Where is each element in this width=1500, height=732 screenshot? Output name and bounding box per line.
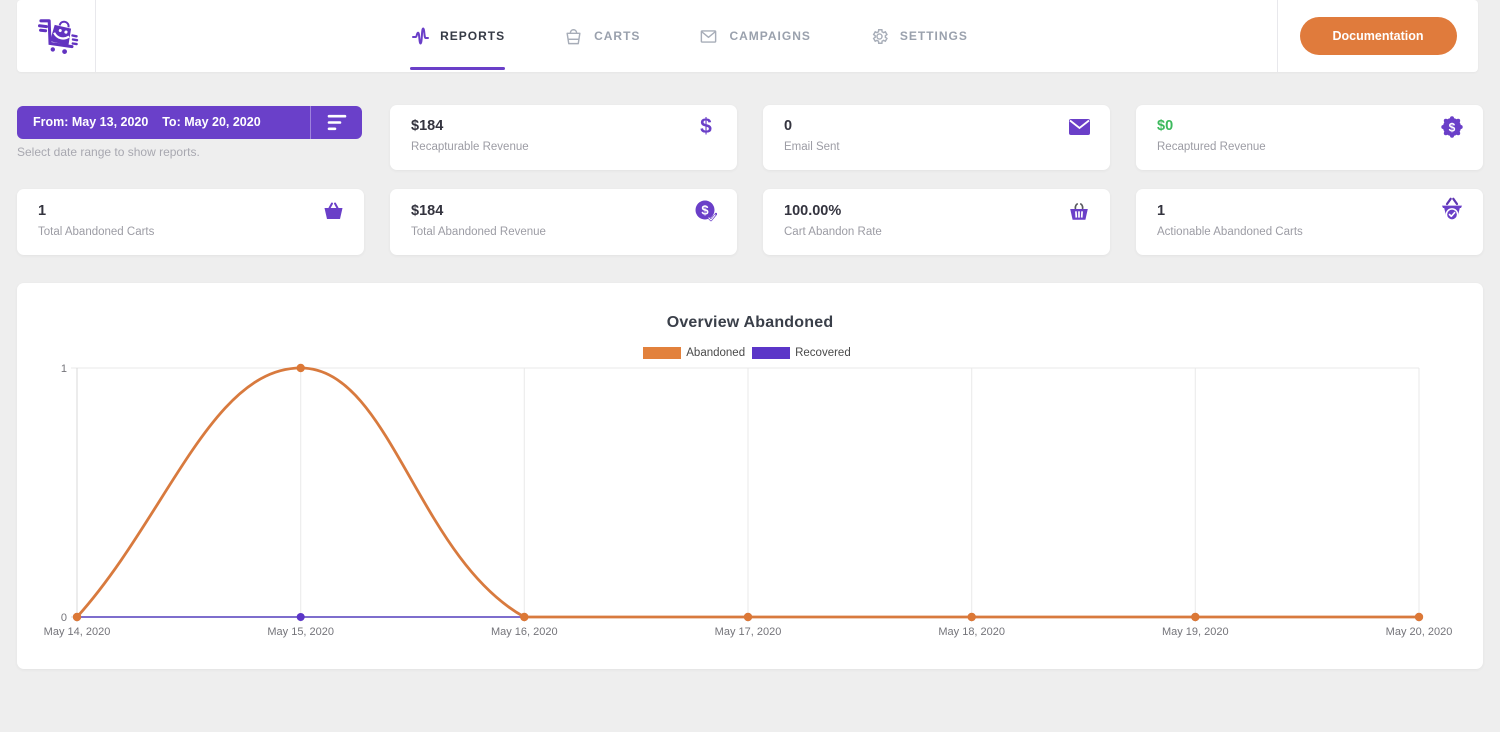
- svg-text:$: $: [1449, 120, 1456, 134]
- svg-text:May 19, 2020: May 19, 2020: [1162, 626, 1229, 638]
- svg-text:$: $: [701, 203, 709, 218]
- svg-text:May 16, 2020: May 16, 2020: [491, 626, 558, 638]
- svg-text:1: 1: [61, 363, 67, 375]
- svg-text:0: 0: [61, 612, 67, 624]
- svg-text:May 17, 2020: May 17, 2020: [715, 626, 782, 638]
- svg-text:May 14, 2020: May 14, 2020: [44, 626, 111, 638]
- svg-text:May 15, 2020: May 15, 2020: [267, 626, 334, 638]
- svg-text:May 18, 2020: May 18, 2020: [938, 626, 1005, 638]
- svg-text:May 20, 2020: May 20, 2020: [1386, 626, 1453, 638]
